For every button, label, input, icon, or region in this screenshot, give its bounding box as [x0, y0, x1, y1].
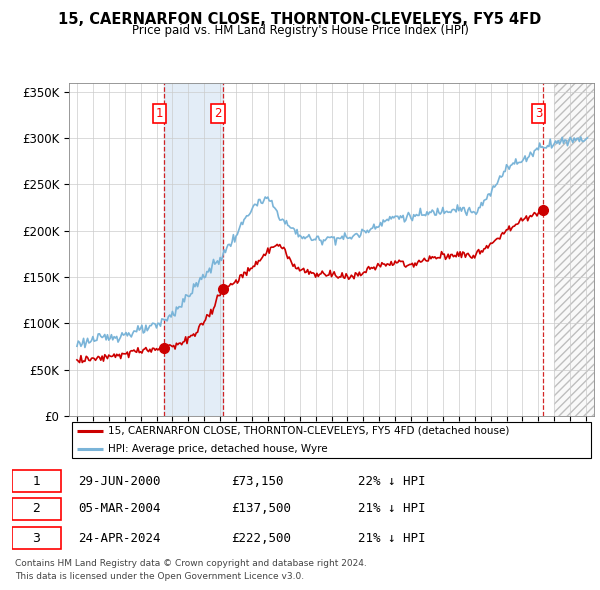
Text: 21% ↓ HPI: 21% ↓ HPI: [358, 532, 425, 545]
Text: 1: 1: [156, 107, 163, 120]
Text: 2: 2: [32, 502, 40, 516]
FancyBboxPatch shape: [12, 470, 61, 493]
Bar: [554, 83, 594, 416]
Text: 2: 2: [214, 107, 222, 120]
Text: £222,500: £222,500: [231, 532, 291, 545]
Text: 1: 1: [32, 475, 40, 488]
Text: 3: 3: [32, 532, 40, 545]
FancyBboxPatch shape: [12, 527, 61, 549]
Text: This data is licensed under the Open Government Licence v3.0.: This data is licensed under the Open Gov…: [15, 572, 304, 581]
Text: 22% ↓ HPI: 22% ↓ HPI: [358, 475, 425, 488]
Text: £137,500: £137,500: [231, 502, 291, 516]
FancyBboxPatch shape: [71, 422, 592, 458]
Text: HPI: Average price, detached house, Wyre: HPI: Average price, detached house, Wyre: [109, 444, 328, 454]
Text: 21% ↓ HPI: 21% ↓ HPI: [358, 502, 425, 516]
Text: 15, CAERNARFON CLOSE, THORNTON-CLEVELEYS, FY5 4FD: 15, CAERNARFON CLOSE, THORNTON-CLEVELEYS…: [58, 12, 542, 27]
Text: 15, CAERNARFON CLOSE, THORNTON-CLEVELEYS, FY5 4FD (detached house): 15, CAERNARFON CLOSE, THORNTON-CLEVELEYS…: [109, 426, 510, 436]
Text: 29-JUN-2000: 29-JUN-2000: [78, 475, 161, 488]
Text: Contains HM Land Registry data © Crown copyright and database right 2024.: Contains HM Land Registry data © Crown c…: [15, 559, 367, 568]
Text: 24-APR-2024: 24-APR-2024: [78, 532, 161, 545]
Bar: [164, 83, 223, 416]
Text: Price paid vs. HM Land Registry's House Price Index (HPI): Price paid vs. HM Land Registry's House …: [131, 24, 469, 37]
Bar: [554, 83, 594, 416]
FancyBboxPatch shape: [12, 498, 61, 520]
Text: 05-MAR-2004: 05-MAR-2004: [78, 502, 161, 516]
Text: 3: 3: [535, 107, 542, 120]
Text: £73,150: £73,150: [231, 475, 283, 488]
